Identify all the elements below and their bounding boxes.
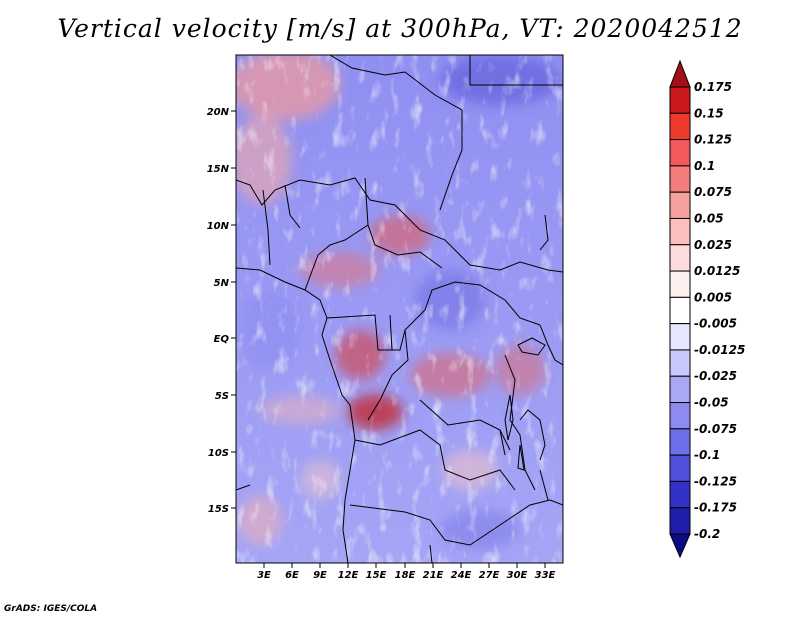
colorbar-box xyxy=(669,349,691,377)
lon-label: 18E xyxy=(395,570,416,581)
lat-label: 10N xyxy=(207,221,230,232)
lon-label: 12E xyxy=(338,570,359,581)
lon-label: 24E xyxy=(451,570,472,581)
colorbar-label: -0.175 xyxy=(694,501,737,515)
lat-label: EQ xyxy=(214,334,230,345)
colorbar-label: 0.175 xyxy=(694,80,732,94)
colorbar-box xyxy=(669,507,691,535)
colorbar-box xyxy=(669,375,691,404)
colorbar-label: 0.0125 xyxy=(694,264,740,278)
colorbar-label: 0.15 xyxy=(694,106,724,120)
colorbar-box xyxy=(669,112,691,141)
lakes xyxy=(504,337,546,471)
colorbar-boxes xyxy=(669,86,691,535)
colorbar-bottom-arrow xyxy=(669,533,691,559)
country-borders xyxy=(236,55,563,563)
colorbar-label: -0.1 xyxy=(694,448,720,462)
colorbar-label: 0.005 xyxy=(694,290,732,304)
colorbar-box xyxy=(669,217,691,246)
lat-label: 20N xyxy=(207,107,230,118)
colorbar-label: -0.025 xyxy=(694,369,737,383)
lon-label: 30E xyxy=(507,570,528,581)
colorbar-label: 0.1 xyxy=(694,159,715,173)
colorbar-label: -0.125 xyxy=(694,474,737,488)
colorbar-label: -0.2 xyxy=(694,527,720,541)
colorbar-labels: 0.175 0.15 0.125 0.1 0.075 0.05 0.025 0.0125 0.0… xyxy=(694,80,745,541)
lon-label: 3E xyxy=(257,570,271,581)
colorbar-label: 0.025 xyxy=(694,238,732,252)
colorbar-box xyxy=(669,244,691,272)
colorbar-label: 0.075 xyxy=(694,185,732,199)
colorbar-label: -0.075 xyxy=(694,422,737,436)
lat-label: 5N xyxy=(214,278,230,289)
lat-labels: 20N 15N 10N 5N EQ 5S 10S 15S xyxy=(207,107,230,515)
colorbar: 0.175 0.15 0.125 0.1 0.075 0.05 0.025 0.0125 0.0… xyxy=(669,59,745,559)
lon-ticks xyxy=(263,563,546,568)
lon-labels: 3E 6E 9E 12E 15E 18E 21E 24E 27E 30E 33E xyxy=(257,570,555,581)
colorbar-label: -0.005 xyxy=(694,317,737,331)
map-frame xyxy=(235,54,564,564)
colorbar-box xyxy=(669,270,691,298)
lon-label: 27E xyxy=(479,570,500,581)
lon-label: 6E xyxy=(285,570,299,581)
colorbar-box xyxy=(669,86,691,114)
lat-ticks xyxy=(231,110,236,509)
lon-label: 9E xyxy=(313,570,327,581)
lon-label: 33E xyxy=(535,570,556,581)
colorbar-box xyxy=(669,428,691,456)
lon-label: 21E xyxy=(423,570,444,581)
colorbar-box xyxy=(669,139,691,167)
colorbar-label: -0.05 xyxy=(694,396,729,410)
colorbar-box xyxy=(669,402,691,430)
lat-label: 10S xyxy=(208,448,229,459)
lon-label: 15E xyxy=(366,570,387,581)
colorbar-top-arrow xyxy=(669,59,691,88)
colorbar-box xyxy=(669,165,691,193)
lat-label: 5S xyxy=(215,391,229,402)
lat-label: 15N xyxy=(207,164,230,175)
colorbar-box xyxy=(669,323,691,351)
colorbar-box xyxy=(669,296,691,325)
grads-credit: GrADS: IGES/COLA xyxy=(4,604,98,614)
colorbar-box xyxy=(669,191,691,219)
velocity-field xyxy=(236,55,563,563)
colorbar-label: 0.125 xyxy=(694,133,732,147)
colorbar-box xyxy=(669,454,691,482)
plot-title: Vertical velocity [m/s] at 300hPa, VT: 2… xyxy=(57,14,743,43)
colorbar-box xyxy=(669,480,691,509)
lat-label: 15S xyxy=(208,504,229,515)
colorbar-label: -0.0125 xyxy=(694,343,745,357)
colorbar-label: 0.05 xyxy=(694,211,724,225)
